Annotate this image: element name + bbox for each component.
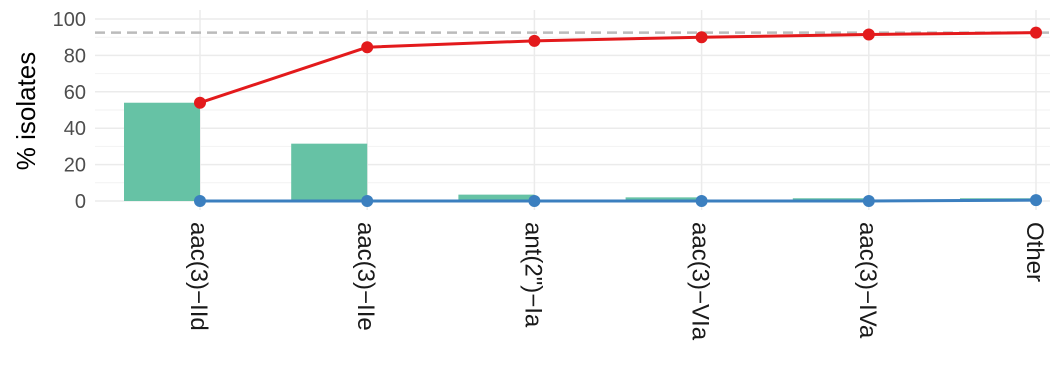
x-tick-label: aac(3)−IId	[185, 222, 212, 331]
series-point	[528, 195, 541, 207]
series-point	[194, 96, 206, 109]
x-tick-label: aac(3)−IVa	[854, 222, 881, 339]
bar	[625, 197, 702, 201]
y-tick-label: 100	[53, 9, 86, 31]
y-tick-label: 80	[64, 45, 86, 67]
series-point	[361, 41, 374, 54]
y-tick-label: 0	[75, 191, 86, 213]
y-tick-label: 20	[64, 155, 86, 177]
series-point	[1030, 194, 1042, 207]
series-point	[695, 195, 708, 207]
y-tick-labels: 0 20 40 60 80 100	[53, 9, 86, 213]
series-point	[361, 195, 374, 207]
series-layer	[194, 26, 1042, 207]
bar	[291, 143, 368, 201]
series-point	[695, 31, 708, 44]
series-line	[200, 198, 1037, 203]
y-tick-label: 60	[64, 82, 86, 104]
y-axis-title: % isolates	[11, 52, 41, 171]
bar	[124, 102, 200, 201]
series-line	[199, 31, 1037, 105]
bar	[458, 194, 535, 201]
x-tick-labels: aac(3)−IId aac(3)−IIe ant(2")−Ia aac(3)−VIa…	[185, 222, 1048, 341]
x-tick-label: Other	[1021, 222, 1048, 282]
series-point	[528, 34, 541, 47]
x-tick-label: ant(2")−Ia	[519, 222, 546, 328]
y-tick-label: 40	[64, 118, 86, 140]
series-point	[1030, 26, 1042, 39]
x-tick-label: aac(3)−IIe	[352, 222, 379, 331]
series-point	[194, 195, 206, 207]
bars	[124, 102, 1036, 201]
x-tick-label: aac(3)−VIa	[687, 222, 714, 341]
series-point	[862, 195, 875, 207]
series-point	[862, 28, 875, 41]
